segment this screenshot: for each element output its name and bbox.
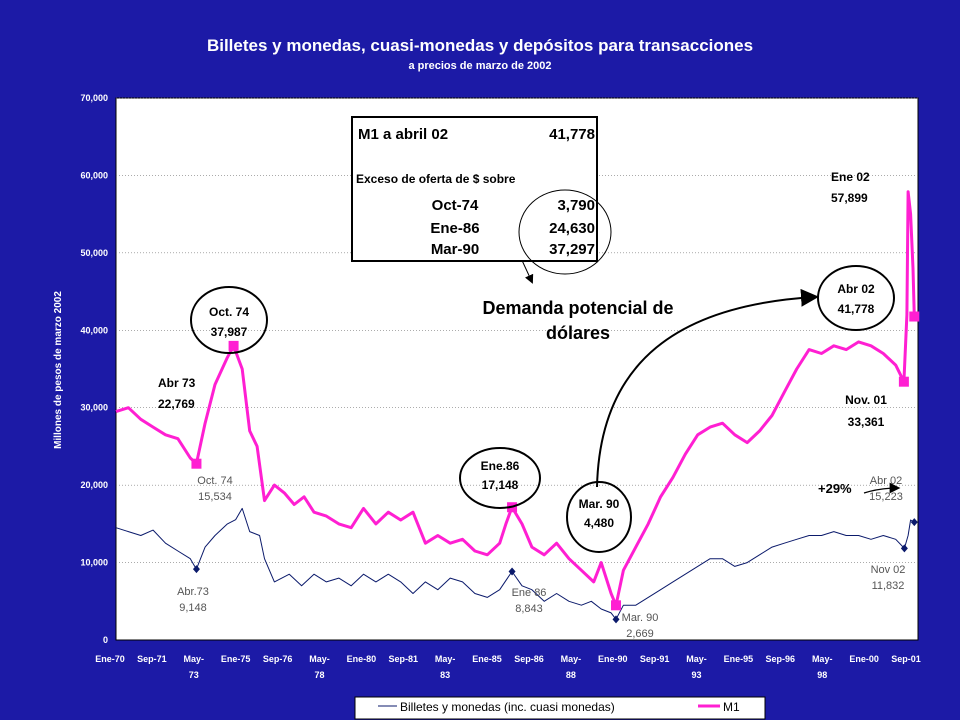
billetes-marker: [900, 544, 908, 553]
x-tick-label: Ene-90: [598, 654, 628, 664]
x-tick-label: 78: [314, 670, 324, 680]
legend-box: [354, 696, 766, 720]
pointer-arrow: [863, 482, 901, 494]
x-tick-label: 98: [817, 670, 827, 680]
y-tick-label: 30,000: [80, 403, 108, 413]
x-tick-label: Ene-95: [724, 654, 754, 664]
annotation-label: +29%: [818, 481, 852, 496]
annotation-label: dólares: [546, 323, 610, 343]
chart-title: Billetes y monedas, cuasi-monedas y depó…: [206, 36, 754, 55]
info-box-row-label: Mar-90: [431, 241, 479, 258]
annotation-label: 11,832: [872, 580, 905, 592]
x-tick-label: Sep-76: [263, 654, 293, 664]
annotation-label: Mar. 90: [622, 612, 659, 624]
x-tick-label: Ene-80: [347, 654, 377, 664]
y-tick-label: 50,000: [80, 248, 108, 258]
info-box-row-label: Oct-74: [432, 197, 479, 214]
legend-label: M1: [723, 700, 740, 714]
info-box-row-label: Ene-86: [430, 220, 479, 237]
annotation-label: Ene 02: [831, 170, 870, 184]
annotation-label: 4,480: [584, 516, 614, 530]
x-tick-label: May-: [686, 654, 707, 664]
annotation-label: 8,843: [515, 603, 543, 615]
highlight-circle: [459, 447, 541, 509]
annotation-label: 9,148: [179, 602, 207, 614]
x-tick-label: Sep-96: [766, 654, 796, 664]
annotation-label: 2,669: [626, 628, 654, 640]
x-tick-label: 83: [440, 670, 450, 680]
x-tick-label: 88: [566, 670, 576, 680]
x-tick-label: Sep-81: [389, 654, 419, 664]
x-tick-label: Ene-75: [221, 654, 251, 664]
annotation-label: Nov. 01: [845, 393, 887, 407]
info-box-value: 41,778: [549, 126, 595, 143]
x-tick-label: Ene-00: [849, 654, 879, 664]
x-tick-label: May-: [435, 654, 456, 664]
annotation-label: Abr.73: [177, 586, 209, 598]
annotation-label: 15,534: [198, 491, 232, 503]
x-tick-label: May-: [812, 654, 833, 664]
m1-marker: [898, 376, 909, 387]
m1-marker: [228, 340, 239, 351]
legend-label: Billetes y monedas (inc. cuasi monedas): [400, 700, 615, 714]
pointer-arrow: [596, 288, 819, 488]
series-line: [115, 507, 915, 620]
x-tick-label: 73: [189, 670, 199, 680]
x-tick-label: May-: [184, 654, 205, 664]
info-box-row-value: 37,297: [549, 241, 595, 258]
y-tick-label: 10,000: [80, 558, 108, 568]
billetes-marker: [508, 567, 516, 576]
annotation-label: Mar. 90: [579, 497, 620, 511]
annotation-label: Ene.86: [481, 459, 520, 473]
info-box-row-value: 3,790: [557, 197, 595, 214]
x-tick-label: May-: [561, 654, 582, 664]
annotation-label: Demanda potencial de: [482, 298, 673, 318]
annotation-label: 22,769: [158, 397, 195, 411]
m1-marker: [191, 458, 202, 469]
x-tick-label: May-: [309, 654, 330, 664]
x-tick-label: Ene-70: [95, 654, 125, 664]
highlight-circle: [190, 286, 268, 354]
x-tick-label: 93: [692, 670, 702, 680]
y-tick-label: 0: [103, 635, 108, 645]
billetes-marker: [612, 615, 620, 624]
y-tick-label: 40,000: [80, 325, 108, 335]
x-tick-label: Sep-86: [514, 654, 544, 664]
y-tick-label: 70,000: [80, 93, 108, 103]
annotation-label: Oct. 74: [209, 305, 249, 319]
series-line: [115, 190, 916, 607]
annotation-label: Ene 86: [512, 587, 547, 599]
highlight-circle: [566, 481, 632, 553]
chart-subtitle: a precios de marzo de 2002: [408, 60, 552, 72]
x-tick-label: Sep-91: [640, 654, 670, 664]
annotation-label: Nov 02: [871, 564, 906, 576]
billetes-marker: [192, 565, 200, 574]
highlight-circle: [518, 189, 612, 275]
y-axis-label: Millones de pesos de marzo 2002: [53, 291, 64, 449]
x-tick-label: Sep-71: [137, 654, 167, 664]
annotation-label: 15,223: [869, 491, 903, 503]
info-box-row-value: 24,630: [549, 220, 595, 237]
annotation-label: Abr 02: [837, 282, 875, 296]
y-tick-label: 20,000: [80, 480, 108, 490]
info-box-label: M1 a abril 02: [358, 126, 448, 143]
annotation-label: 37,987: [211, 325, 248, 339]
m1-marker: [909, 311, 920, 322]
info-box: [351, 116, 598, 262]
billetes-marker: [910, 518, 918, 527]
annotation-label: 41,778: [838, 302, 875, 316]
y-tick-label: 60,000: [80, 170, 108, 180]
annotation-label: 17,148: [482, 478, 519, 492]
info-box-note: Exceso de oferta de $ sobre: [356, 172, 516, 186]
annotation-label: 33,361: [848, 415, 885, 429]
m1-marker: [611, 600, 622, 611]
x-tick-label: Sep-01: [891, 654, 921, 664]
x-tick-label: Ene-85: [472, 654, 502, 664]
annotation-label: Oct. 74: [197, 475, 232, 487]
annotation-label: Abr 02: [870, 475, 902, 487]
annotation-label: 57,899: [831, 191, 868, 205]
annotation-label: Abr 73: [158, 376, 196, 390]
